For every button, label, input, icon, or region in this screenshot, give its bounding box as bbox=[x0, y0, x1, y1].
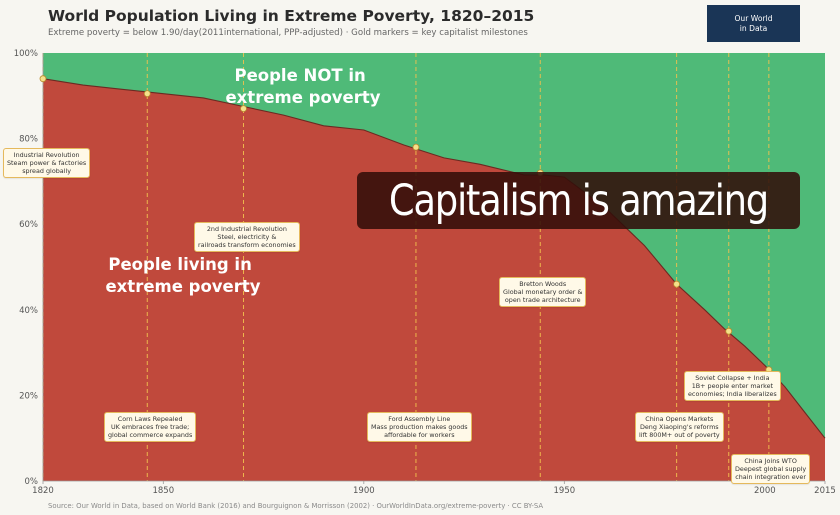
x-tick-label-1820: 1820 bbox=[32, 486, 54, 496]
overlay-text: Capitalism is amazing bbox=[388, 175, 769, 226]
region-label-poverty-line1: People living in bbox=[108, 255, 251, 274]
region-label-not-poverty-line2: extreme poverty bbox=[225, 88, 380, 107]
milestone-label-1820: Industrial Revolution Steam power & facto… bbox=[3, 148, 91, 178]
source-footer: Source: Our World in Data, based on Worl… bbox=[48, 502, 544, 510]
milestone-marker-1820 bbox=[39, 75, 47, 83]
milestone-label-1913: Ford Assembly Line Mass production makes … bbox=[367, 412, 472, 442]
milestone-label-line: Industrial Revolution bbox=[13, 151, 80, 159]
milestone-label-line: 2nd Industrial Revolution bbox=[206, 225, 287, 233]
milestone-label-1944: Bretton Woods Global monetary order & open… bbox=[499, 277, 587, 307]
milestone-label-line: Corn Laws Repealed bbox=[117, 415, 183, 423]
milestone-label-1978: China Opens Markets Deng Xiaoping's refor… bbox=[635, 412, 724, 442]
area-poverty bbox=[43, 78, 825, 481]
y-tick-label-0: 0% bbox=[25, 477, 39, 487]
milestone-label-line: railroads transform economies bbox=[198, 241, 296, 249]
x-tick-label-1900: 1900 bbox=[353, 486, 375, 496]
region-label-not-poverty: People NOT in extreme poverty bbox=[225, 66, 380, 107]
region-label-not-poverty-line1: People NOT in bbox=[234, 66, 365, 85]
milestone-label-line: global commerce expands bbox=[108, 431, 193, 439]
chart-title: World Population Living in Extreme Pover… bbox=[48, 7, 535, 25]
milestone-label-line: Deepest global supply bbox=[735, 465, 807, 473]
milestone-label-line: economies; India liberalizes bbox=[688, 390, 777, 398]
logo-line-2: in Data bbox=[739, 23, 768, 33]
x-tick-label-2000: 2000 bbox=[754, 486, 776, 496]
y-tick-label-60: 60% bbox=[19, 220, 38, 230]
milestone-label-line: affordable for workers bbox=[384, 431, 455, 439]
milestone-label-line: open trade architecture bbox=[504, 296, 581, 304]
milestone-label-line: 1B+ people enter market bbox=[691, 382, 774, 390]
milestone-label-line: UK embraces free trade; bbox=[111, 423, 190, 431]
milestone-label-line: Steam power & factories bbox=[7, 159, 87, 167]
x-tick-label-1950: 1950 bbox=[554, 486, 576, 496]
chart-subtitle: Extreme poverty = below 1.90/day(2011int… bbox=[48, 28, 528, 38]
milestone-label-line: China Opens Markets bbox=[645, 415, 714, 423]
milestone-label-line: spread globally bbox=[22, 167, 72, 175]
y-tick-label-80: 80% bbox=[19, 135, 38, 145]
milestone-label-1846: Corn Laws Repealed UK embraces free trade… bbox=[104, 412, 197, 442]
milestone-label-line: Steel, electricity & bbox=[217, 233, 277, 241]
milestone-marker-1913 bbox=[412, 143, 420, 151]
y-tick-label-100: 100% bbox=[14, 49, 38, 59]
milestone-label-line: chain integration ever bbox=[735, 473, 806, 481]
milestone-label-line: Bretton Woods bbox=[519, 280, 567, 288]
x-tick-label-2015: 2015 bbox=[814, 486, 836, 496]
milestone-label-line: China Joins WTO bbox=[744, 457, 797, 465]
milestone-label-line: Ford Assembly Line bbox=[388, 415, 451, 423]
owid-logo[interactable]: Our World in Data bbox=[707, 5, 800, 42]
region-label-poverty: People living in extreme poverty bbox=[105, 255, 260, 296]
milestone-label-2001: China Joins WTO Deepest global supply chai… bbox=[731, 454, 811, 484]
milestone-label-line: Deng Xiaoping's reforms bbox=[639, 423, 719, 431]
milestone-label-line: Global monetary order & bbox=[503, 288, 583, 296]
milestone-label-line: Mass production makes goods bbox=[371, 423, 468, 431]
milestone-marker-1870 bbox=[240, 105, 247, 113]
milestone-marker-1846 bbox=[143, 90, 151, 98]
overlay-banner: Capitalism is amazing bbox=[357, 172, 800, 229]
milestone-label-line: Soviet Collapse + India bbox=[695, 374, 770, 382]
x-tick-label-1850: 1850 bbox=[152, 486, 174, 496]
milestone-label-line: lift 800M+ out of poverty bbox=[639, 431, 720, 439]
milestone-marker-1978 bbox=[673, 280, 681, 288]
y-tick-label-40: 40% bbox=[19, 306, 38, 316]
logo-line-1: Our World bbox=[734, 13, 773, 23]
milestone-label-1991: Soviet Collapse + India 1B+ people enter … bbox=[684, 371, 781, 401]
milestone-label-1870: 2nd Industrial Revolution Steel, electric… bbox=[194, 222, 300, 252]
milestone-marker-1991 bbox=[725, 327, 733, 335]
region-label-poverty-line2: extreme poverty bbox=[105, 277, 260, 296]
y-tick-label-20: 20% bbox=[19, 391, 38, 401]
